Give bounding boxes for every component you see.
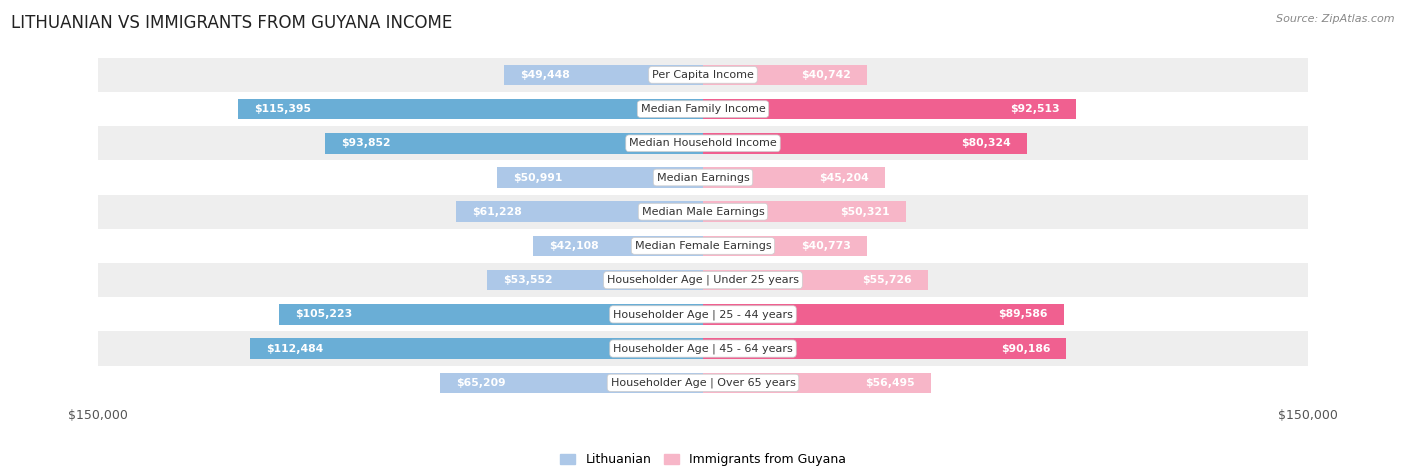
Text: $55,726: $55,726 [862,275,911,285]
Text: Householder Age | 45 - 64 years: Householder Age | 45 - 64 years [613,343,793,354]
Text: $53,552: $53,552 [503,275,553,285]
Text: $112,484: $112,484 [266,344,323,354]
Bar [703,99,1076,120]
Text: $89,586: $89,586 [998,309,1047,319]
Text: Per Capita Income: Per Capita Income [652,70,754,80]
Text: $50,321: $50,321 [839,207,890,217]
Text: $40,773: $40,773 [801,241,851,251]
Bar [703,270,928,290]
Text: $40,742: $40,742 [801,70,851,80]
Text: $93,852: $93,852 [340,138,391,149]
Bar [456,201,703,222]
Bar [98,229,1308,263]
Text: Source: ZipAtlas.com: Source: ZipAtlas.com [1277,14,1395,24]
Text: $65,209: $65,209 [457,378,506,388]
Bar [98,92,1308,126]
Text: $61,228: $61,228 [472,207,522,217]
Bar [533,236,703,256]
Bar [498,167,703,188]
Bar [440,373,703,393]
Bar [703,133,1026,154]
Bar [98,332,1308,366]
Text: Median Family Income: Median Family Income [641,104,765,114]
Bar [238,99,703,120]
Text: Median Earnings: Median Earnings [657,172,749,183]
Text: $115,395: $115,395 [254,104,311,114]
Bar [703,201,905,222]
Text: Householder Age | Over 65 years: Householder Age | Over 65 years [610,377,796,388]
Text: LITHUANIAN VS IMMIGRANTS FROM GUYANA INCOME: LITHUANIAN VS IMMIGRANTS FROM GUYANA INC… [11,14,453,32]
Bar [250,338,703,359]
Text: $45,204: $45,204 [820,172,869,183]
Bar [703,64,868,85]
Text: $50,991: $50,991 [513,172,562,183]
Bar [98,160,1308,195]
Bar [703,373,931,393]
Bar [703,338,1067,359]
Bar [325,133,703,154]
Bar [98,195,1308,229]
Text: $105,223: $105,223 [295,309,353,319]
Text: Median Male Earnings: Median Male Earnings [641,207,765,217]
Bar [98,366,1308,400]
Bar [278,304,703,325]
Text: Householder Age | Under 25 years: Householder Age | Under 25 years [607,275,799,285]
Bar [703,304,1064,325]
Bar [486,270,703,290]
Text: $49,448: $49,448 [520,70,569,80]
Text: Median Female Earnings: Median Female Earnings [634,241,772,251]
Bar [98,297,1308,332]
Text: $80,324: $80,324 [960,138,1011,149]
Bar [98,58,1308,92]
Text: Householder Age | 25 - 44 years: Householder Age | 25 - 44 years [613,309,793,319]
Bar [503,64,703,85]
Text: $56,495: $56,495 [865,378,914,388]
Legend: Lithuanian, Immigrants from Guyana: Lithuanian, Immigrants from Guyana [555,448,851,467]
Text: $90,186: $90,186 [1001,344,1050,354]
Bar [703,236,868,256]
Text: $92,513: $92,513 [1010,104,1060,114]
Text: $42,108: $42,108 [550,241,599,251]
Bar [98,126,1308,160]
Bar [703,167,886,188]
Text: Median Household Income: Median Household Income [628,138,778,149]
Bar [98,263,1308,297]
